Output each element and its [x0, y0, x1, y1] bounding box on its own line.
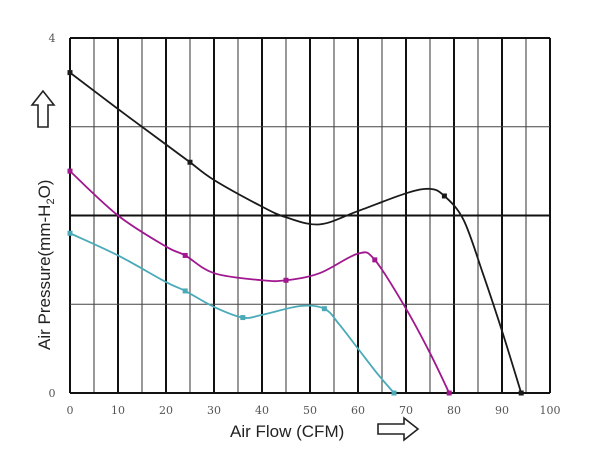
- y-tick-label: 4: [49, 32, 56, 45]
- data-point-marker: [321, 306, 327, 312]
- x-tick-label: 60: [351, 404, 365, 417]
- data-point-marker: [182, 252, 188, 258]
- y-tick-labels: 04: [49, 32, 56, 400]
- x-tick-label: 0: [67, 404, 74, 417]
- series-line-high-speed: [69, 71, 523, 394]
- data-point-marker: [67, 168, 73, 174]
- data-point-marker: [283, 277, 289, 283]
- data-point-marker: [446, 390, 452, 396]
- series-group: [67, 70, 524, 396]
- data-point-marker: [187, 159, 193, 165]
- x-tick-label: 90: [495, 404, 509, 417]
- y-arrow-icon: [30, 89, 56, 128]
- x-tick-labels: 0 10 20 30 40 50 60 70 80 90 100: [67, 404, 561, 417]
- data-point-marker: [441, 193, 447, 199]
- x-tick-label: 20: [159, 404, 173, 417]
- y-tick-label: 0: [49, 387, 56, 400]
- x-tick-label: 50: [303, 404, 317, 417]
- data-point-marker: [67, 70, 73, 76]
- x-tick-label: 40: [255, 404, 269, 417]
- x-arrow-icon: [377, 416, 420, 442]
- x-tick-label: 80: [447, 404, 461, 417]
- y-axis-label: Air Pressure(mm-H2O): [35, 180, 57, 350]
- grid: [69, 37, 551, 394]
- data-point-marker: [240, 315, 246, 321]
- data-point-marker: [518, 390, 524, 396]
- x-tick-label: 30: [207, 404, 221, 417]
- x-tick-label: 70: [399, 404, 413, 417]
- data-point-marker: [67, 230, 73, 236]
- series-line-low-speed: [69, 232, 395, 394]
- data-point-marker: [372, 257, 378, 263]
- data-point-marker: [391, 390, 397, 396]
- data-point-marker: [182, 288, 188, 294]
- x-tick-label: 10: [111, 404, 125, 417]
- x-axis-label: Air Flow (CFM): [230, 422, 344, 441]
- x-tick-label: 100: [540, 404, 561, 417]
